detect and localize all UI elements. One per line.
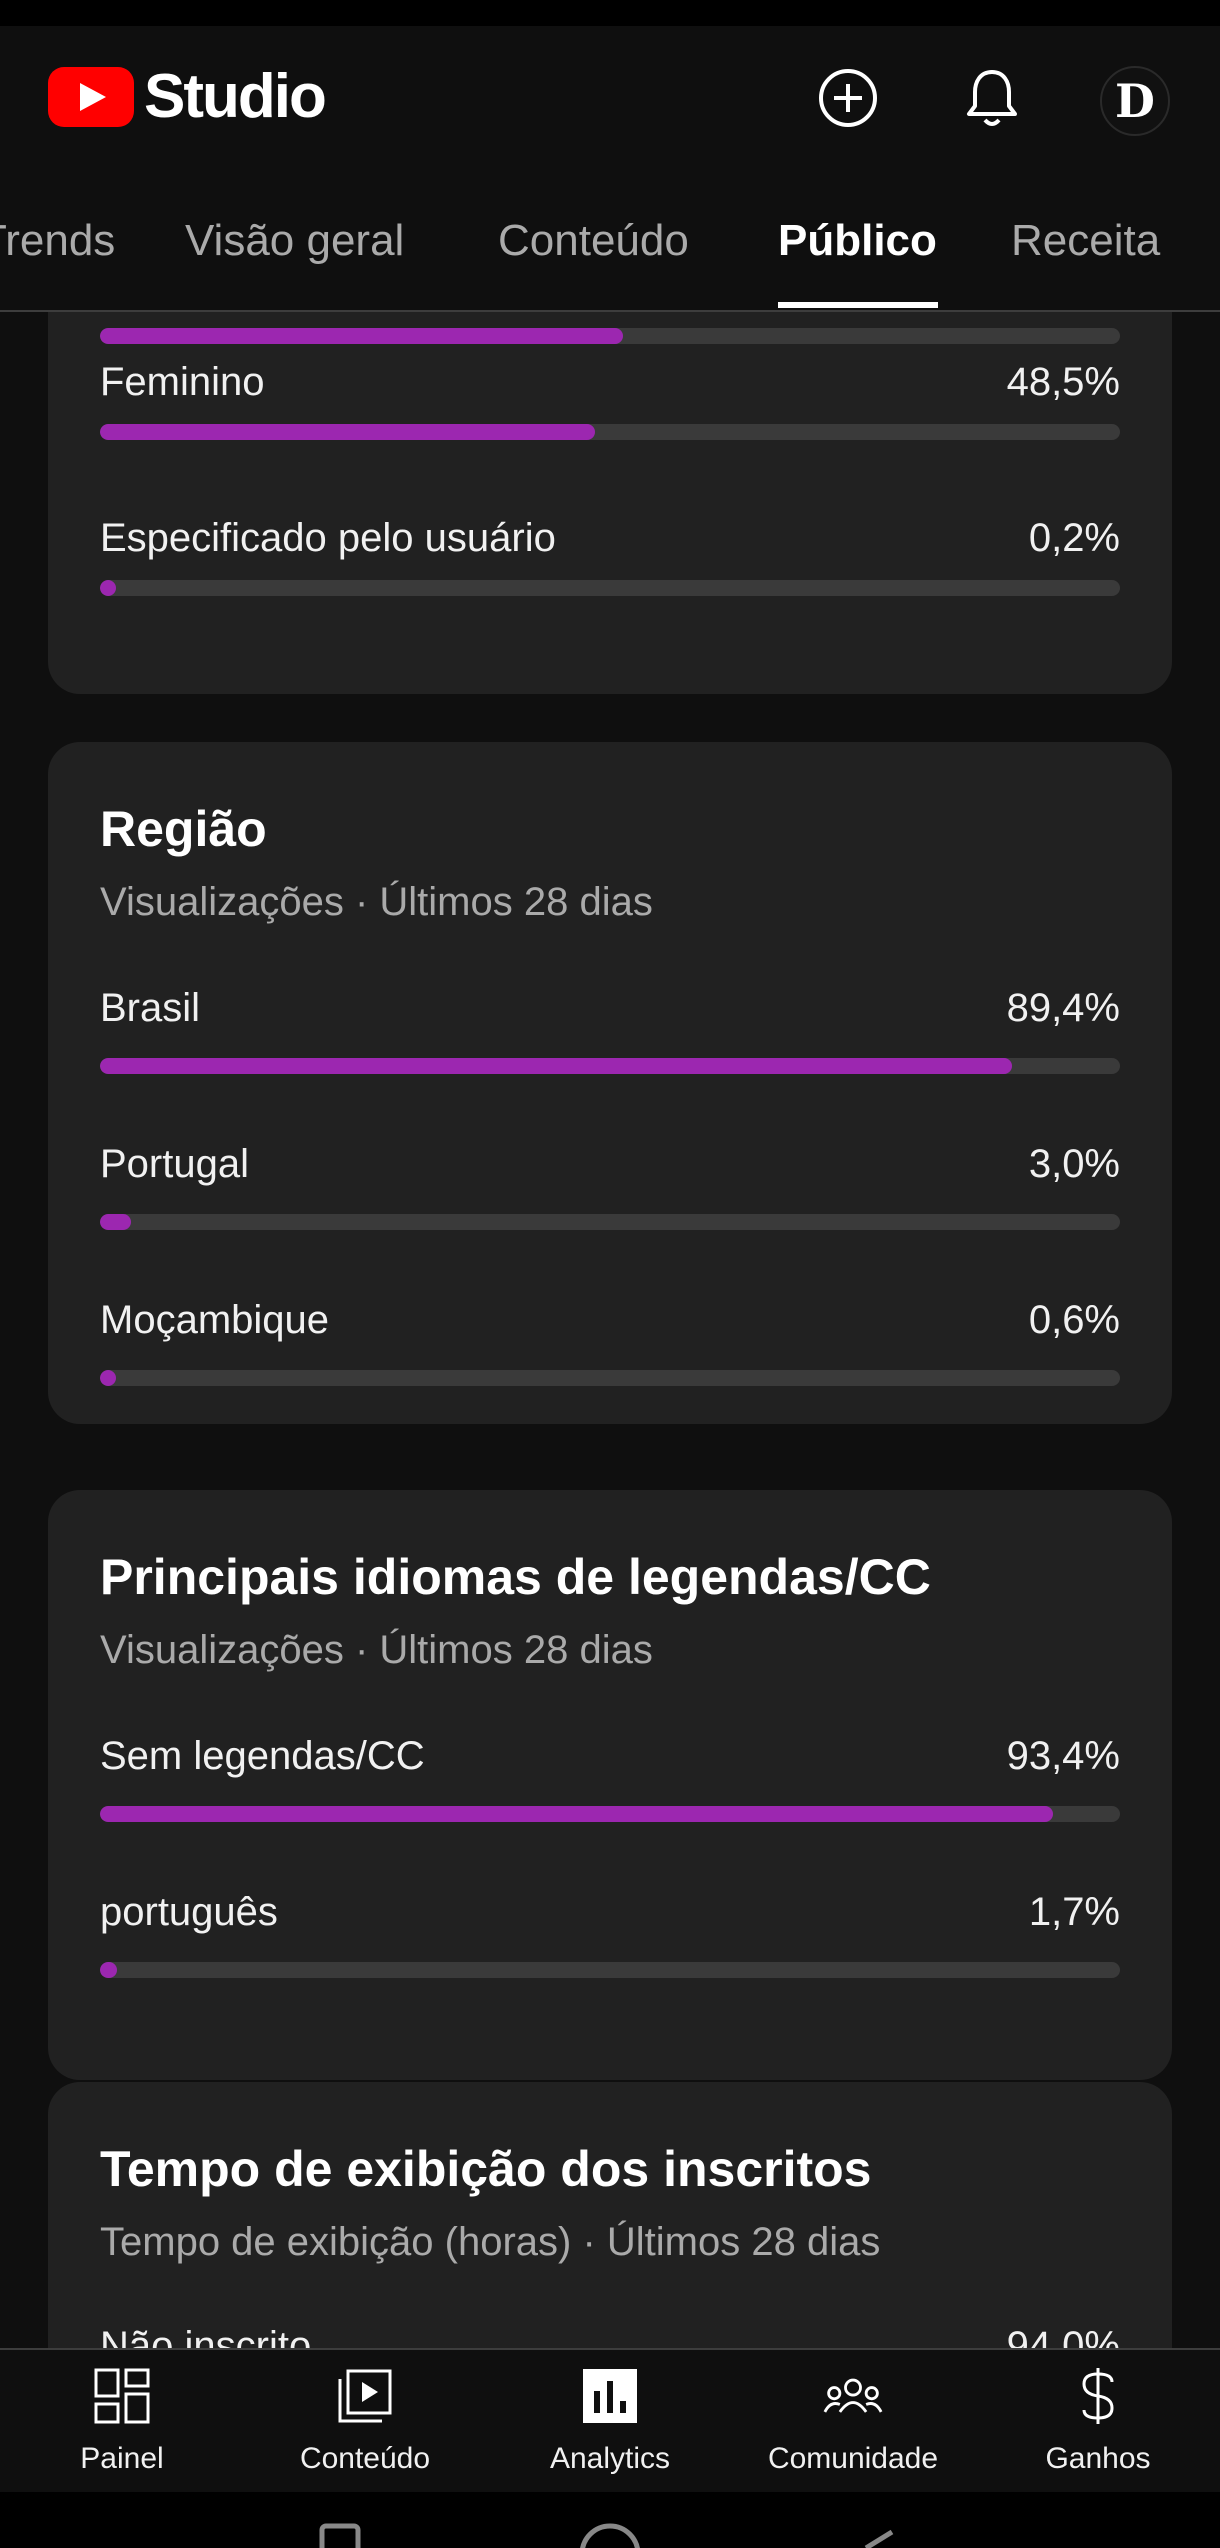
youtube-logo-icon (48, 67, 134, 127)
tab-overview[interactable]: Visão geral (185, 216, 405, 265)
row-label: Sem legendas/CC (100, 1734, 425, 1778)
app-bar: Studio D (0, 26, 1220, 166)
active-tab-indicator (778, 302, 938, 308)
subtitles-bar-fill (100, 1806, 1053, 1822)
row-value: 89,4% (1006, 986, 1120, 1030)
tab-content[interactable]: Conteúdo (498, 216, 689, 265)
card-title: Tempo de exibição dos inscritos (100, 2141, 872, 2197)
tab-trends[interactable]: Trends (0, 216, 116, 265)
row-value: 94,0% (1006, 2324, 1120, 2348)
system-nav-icons (319, 2523, 894, 2548)
earn-icon (1068, 2366, 1128, 2426)
bar-track (100, 580, 1120, 596)
bar-track (100, 328, 1120, 344)
analytics-content[interactable]: Feminino 48,5% Especificado pelo usuário… (0, 312, 1220, 2348)
bell-icon (967, 70, 1017, 126)
bar-track (100, 424, 1120, 440)
content-icon (335, 2366, 395, 2426)
nav-label: Conteúdo (299, 2442, 431, 2475)
gender-card: Feminino 48,5% Especificado pelo usuário… (48, 312, 1172, 694)
gender-bar-fill (100, 424, 595, 440)
gender-bar-fill (100, 328, 624, 344)
nav-label: Painel (80, 2442, 164, 2475)
nav-dashboard[interactable]: Painel (22, 2366, 222, 2486)
analytics-icon (580, 2366, 640, 2426)
nav-community[interactable]: Comunidade (753, 2366, 953, 2486)
region-bar-fill (100, 1058, 1012, 1074)
subtitles-card[interactable]: Principais idiomas de legendas/CC Visual… (48, 1490, 1172, 2080)
row-value: 0,2% (1028, 516, 1120, 560)
app-title: Studio (144, 62, 327, 131)
analytics-tabs: Trends Visão geral Conteúdo Público Rece… (0, 166, 1220, 312)
nav-label: Analytics (549, 2442, 671, 2475)
bar-track (100, 1370, 1120, 1386)
status-bar (0, 0, 1220, 26)
dashboard-icon (92, 2366, 152, 2426)
row-value: 0,6% (1028, 1298, 1120, 1342)
bottom-nav: Painel Conteúdo Analytics (0, 2348, 1220, 2494)
row-label: Brasil (100, 986, 201, 1030)
nav-analytics[interactable]: Analytics (510, 2366, 710, 2486)
gender-bar-fill (100, 580, 116, 596)
bar-track (100, 1214, 1120, 1230)
card-subtitle: Visualizações · Últimos 28 dias (100, 1628, 653, 1672)
bar-track (100, 1058, 1120, 1074)
row-value: 48,5% (1006, 360, 1120, 404)
row-label: Feminino (100, 360, 265, 404)
community-icon (823, 2366, 883, 2426)
nav-earn[interactable]: Ganhos (998, 2366, 1198, 2486)
card-title: Principais idiomas de legendas/CC (100, 1549, 931, 1605)
row-value: 3,0% (1028, 1142, 1120, 1186)
bar-track (100, 1806, 1120, 1822)
region-bar-fill (100, 1214, 131, 1230)
subtitles-bar-fill (100, 1962, 118, 1978)
row-label: Portugal (100, 1142, 249, 1186)
nav-content[interactable]: Conteúdo (265, 2366, 465, 2486)
add-circle-icon (819, 69, 877, 127)
tab-audience[interactable]: Público (778, 216, 937, 265)
notifications-button[interactable] (957, 63, 1027, 133)
row-label: Especificado pelo usuário (100, 516, 556, 560)
system-nav-bar (0, 2492, 1220, 2548)
nav-label: Ganhos (1045, 2442, 1151, 2475)
region-card[interactable]: Região Visualizações · Últimos 28 dias B… (48, 742, 1172, 1424)
row-label: português (100, 1890, 278, 1934)
studio-logo[interactable]: Studio (48, 62, 327, 131)
subscribers-card[interactable]: Tempo de exibição dos inscritos Tempo de… (48, 2082, 1172, 2348)
tab-revenue[interactable]: Receita (1011, 216, 1161, 265)
card-subtitle: Visualizações · Últimos 28 dias (100, 880, 653, 924)
avatar[interactable]: D (1100, 66, 1170, 136)
bar-track (100, 1962, 1120, 1978)
card-title: Região (100, 801, 267, 857)
create-button[interactable] (813, 63, 883, 133)
row-label: Moçambique (100, 1298, 330, 1342)
row-value: 93,4% (1006, 1734, 1120, 1778)
nav-label: Comunidade (767, 2442, 939, 2475)
card-subtitle: Tempo de exibição (horas) · Últimos 28 d… (100, 2220, 881, 2264)
row-value: 1,7% (1028, 1890, 1120, 1934)
region-bar-fill (100, 1370, 116, 1386)
row-label: Não inscrito (100, 2324, 312, 2348)
